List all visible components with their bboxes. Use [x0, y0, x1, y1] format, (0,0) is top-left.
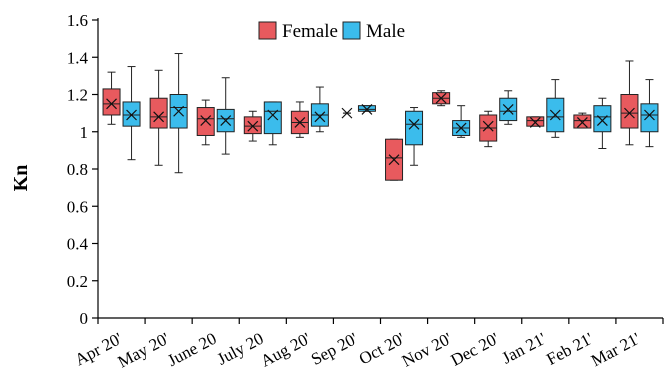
mean-marker: [549, 109, 561, 121]
y-tick-label: 1.2: [67, 86, 88, 105]
box-male: [216, 77, 235, 155]
box-iqr: [526, 116, 545, 127]
box-male: [357, 103, 376, 115]
x-tick-label: Sep 20': [308, 329, 361, 369]
x-tick-label: July 20: [214, 329, 267, 369]
legend-swatch-female: [258, 21, 277, 40]
mean-marker: [294, 117, 306, 128]
mean-marker: [408, 118, 420, 130]
y-tick-label: 1.4: [67, 48, 89, 67]
box-iqr: [243, 116, 262, 135]
box-iqr: [102, 88, 121, 116]
box-male: [452, 105, 471, 138]
x-tick-label: Aug 20': [258, 329, 314, 371]
y-axis-title: Kn: [10, 165, 32, 192]
box-male: [640, 79, 659, 148]
x-tick-label: Nov 20': [399, 329, 455, 371]
x-tick-label: Oct 20': [356, 329, 408, 369]
mean-marker: [624, 107, 635, 119]
x-tick-label: Dec 20': [448, 329, 503, 370]
box-female: [102, 71, 121, 125]
box-male: [310, 86, 329, 133]
mean-marker: [126, 109, 137, 121]
y-tick-label: 0: [80, 309, 89, 328]
box-female: [573, 112, 592, 129]
mean-marker: [200, 115, 212, 126]
x-tick-label: Jan 21': [499, 329, 549, 368]
box-female: [385, 138, 404, 181]
legend-swatch-male: [342, 21, 361, 40]
box-female: [243, 110, 262, 142]
box-male: [169, 53, 188, 174]
mean-marker: [267, 109, 279, 121]
box-iqr: [573, 114, 592, 129]
x-tick-label: May 20': [115, 329, 173, 372]
y-tick-label: 1.6: [67, 11, 88, 30]
boxes: [102, 53, 659, 181]
box-iqr: [620, 94, 639, 129]
y-tick-label: 1: [80, 123, 89, 142]
mean-marker: [455, 122, 467, 134]
mean-marker: [529, 117, 541, 128]
x-tick-label: June 20: [164, 329, 219, 370]
mean-marker: [314, 111, 326, 123]
mean-marker: [247, 120, 259, 132]
box-female: [341, 107, 353, 119]
x-tick-label: Mar 21': [588, 329, 643, 370]
axes: 0 0.2 0.4 0.6 0.8 1 1.2 1.4 1.6 Apr 20'May 20'Jun…: [67, 11, 664, 372]
y-tick-label: 0.2: [67, 272, 88, 291]
x-tick-label: Feb 21': [543, 329, 596, 369]
legend-label-female: Female: [282, 21, 338, 42]
box-iqr: [149, 97, 168, 129]
mean-marker: [576, 117, 588, 128]
box-female: [526, 116, 545, 128]
box-male: [546, 79, 565, 138]
box-iqr: [593, 105, 612, 133]
box-female: [479, 110, 498, 148]
mean-marker: [173, 105, 185, 117]
box-female: [620, 60, 639, 146]
mean-marker: [388, 154, 400, 166]
x-tick-label: Apr 20': [72, 329, 126, 370]
box-male: [122, 66, 141, 161]
box-iqr: [196, 107, 215, 136]
mean-marker: [435, 92, 447, 104]
box-female: [432, 90, 451, 107]
mean-marker: [361, 103, 373, 115]
box-iqr: [405, 110, 424, 146]
box-female: [290, 101, 309, 138]
mean-marker: [502, 103, 514, 115]
box-female: [196, 99, 215, 146]
mean-marker: [106, 98, 117, 110]
box-iqr: [640, 103, 659, 133]
legend: Female Male: [258, 21, 405, 42]
box-iqr: [263, 101, 282, 135]
mean-marker: [596, 115, 608, 126]
mean-marker: [482, 120, 494, 132]
box-female: [149, 69, 168, 166]
y-tick-label: 0.8: [67, 160, 88, 179]
y-tick-label: 0.6: [67, 197, 88, 216]
box-male: [499, 90, 518, 125]
box-iqr: [357, 105, 376, 112]
box-male: [263, 101, 282, 146]
mean-marker: [341, 107, 353, 119]
box-iqr: [122, 101, 141, 127]
y-tick-label: 0.4: [67, 235, 89, 254]
mean-marker: [220, 115, 232, 126]
box-male: [405, 107, 424, 166]
mean-marker: [644, 109, 655, 121]
mean-marker: [153, 111, 165, 123]
box-male: [593, 97, 612, 150]
legend-label-male: Male: [366, 21, 405, 42]
